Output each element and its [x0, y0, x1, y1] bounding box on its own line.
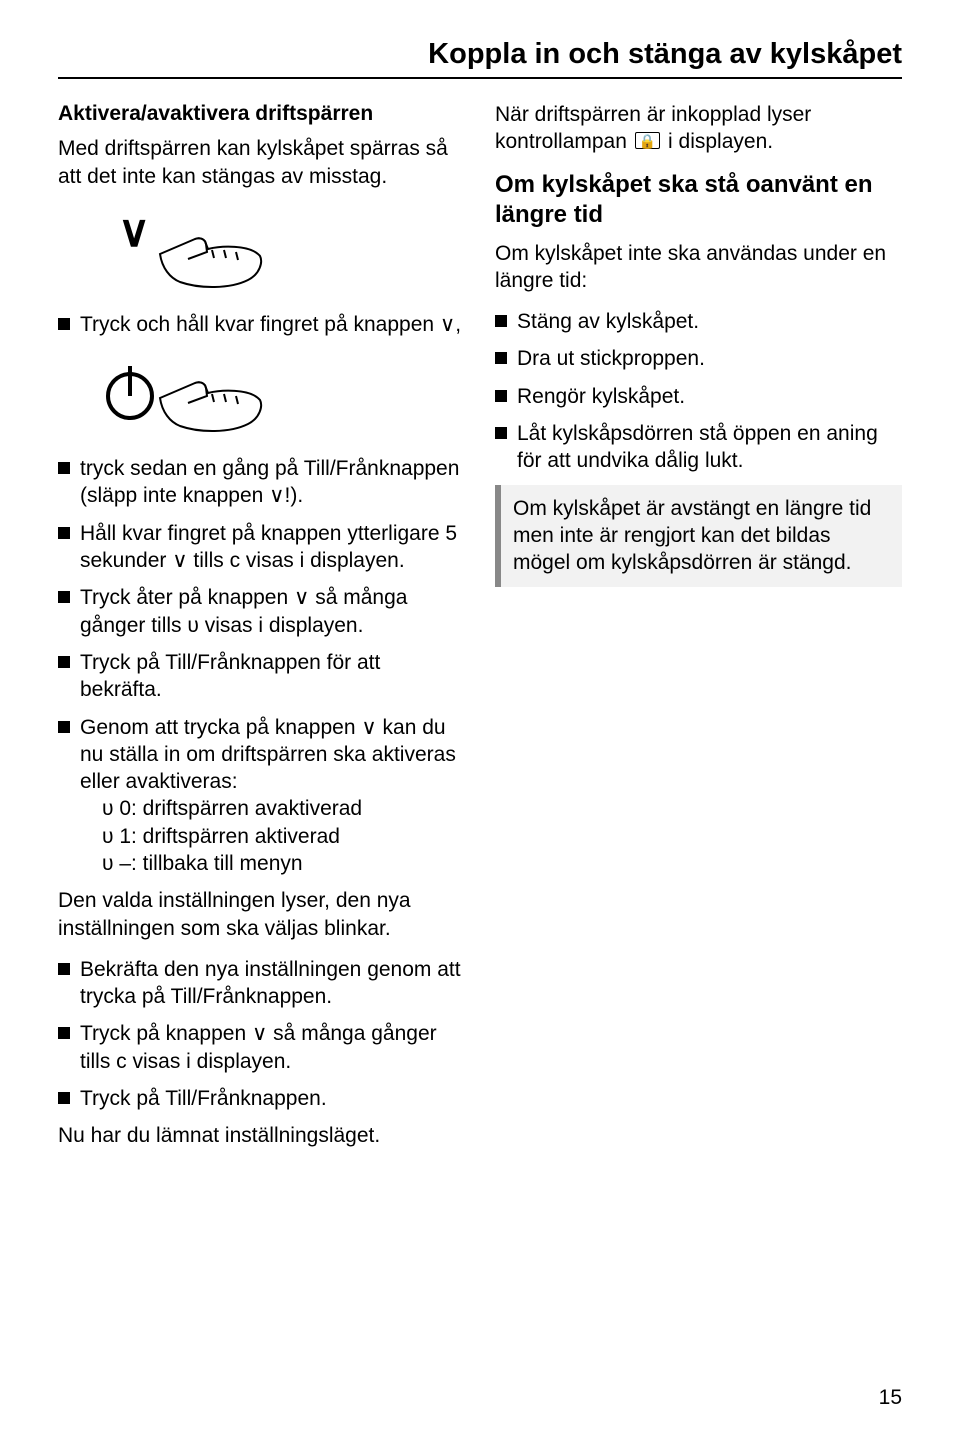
step-2: tryck sedan en gång på Till/Frånknappen … — [58, 455, 465, 510]
step-6: Genom att trycka på knappen ∨ kan du nu … — [58, 714, 465, 878]
bullet-icon — [495, 352, 507, 364]
rstep-3: Rengör kylskåpet. — [495, 383, 902, 410]
left-column: Aktivera/avaktivera driftspärren Med dri… — [58, 101, 465, 1164]
end-text: Nu har du lämnat inställningsläget. — [58, 1122, 465, 1149]
option-back: ᴜ –: tillbaka till menyn — [80, 850, 465, 877]
option-1: ᴜ 1: driftspärren aktiverad — [80, 823, 465, 850]
page-title: Koppla in och stänga av kylskåpet — [58, 38, 902, 79]
rstep-1: Stäng av kylskåpet. — [495, 308, 902, 335]
svg-text:∨: ∨ — [118, 207, 150, 256]
bullet-icon — [58, 963, 70, 975]
right-intro: När driftspärren är inkopplad lyser kont… — [495, 101, 902, 156]
unused-intro: Om kylskåpet inte ska användas under en … — [495, 240, 902, 295]
bullet-icon — [495, 390, 507, 402]
bullet-icon — [58, 462, 70, 474]
heading-unused: Om kylskåpet ska stå oanvänt en längre t… — [495, 170, 902, 230]
heading-activate: Aktivera/avaktivera driftspärren — [58, 101, 465, 127]
bullet-icon — [58, 721, 70, 733]
rstep-4: Låt kylskåpsdörren stå öppen en aning fö… — [495, 420, 902, 475]
step-3: Håll kvar fingret på knappen ytterligare… — [58, 520, 465, 575]
mid-text: Den valda inställningen lyser, den nya i… — [58, 887, 465, 942]
bullet-icon — [58, 591, 70, 603]
notice-box: Om kylskåpet är avstängt en längre tid m… — [495, 485, 902, 587]
lock-icon: 🔒 — [635, 132, 660, 149]
step-4: Tryck åter på knappen ∨ så många gånger … — [58, 584, 465, 639]
step-5: Tryck på Till/Frånknappen för att bekräf… — [58, 649, 465, 704]
step-1: Tryck och håll kvar fingret på knappen ∨… — [58, 311, 465, 338]
step-9: Tryck på Till/Frånknappen. — [58, 1085, 465, 1112]
bullet-icon — [495, 427, 507, 439]
step-8: Tryck på knappen ∨ så många gånger tills… — [58, 1020, 465, 1075]
bullet-icon — [58, 1027, 70, 1039]
illustration-v-button: ∨ — [100, 204, 270, 299]
bullet-icon — [58, 656, 70, 668]
right-column: När driftspärren är inkopplad lyser kont… — [495, 101, 902, 1164]
step-7: Bekräfta den nya inställningen genom att… — [58, 956, 465, 1011]
rstep-2: Dra ut stickproppen. — [495, 345, 902, 372]
page-number: 15 — [879, 1386, 902, 1410]
option-0: ᴜ 0: driftspärren avaktiverad — [80, 795, 465, 822]
intro-text: Med driftspärren kan kylskåpet spärras s… — [58, 135, 465, 190]
bullet-icon — [58, 1092, 70, 1104]
bullet-icon — [495, 315, 507, 327]
bullet-icon — [58, 318, 70, 330]
illustration-power-button — [100, 348, 270, 443]
bullet-icon — [58, 527, 70, 539]
